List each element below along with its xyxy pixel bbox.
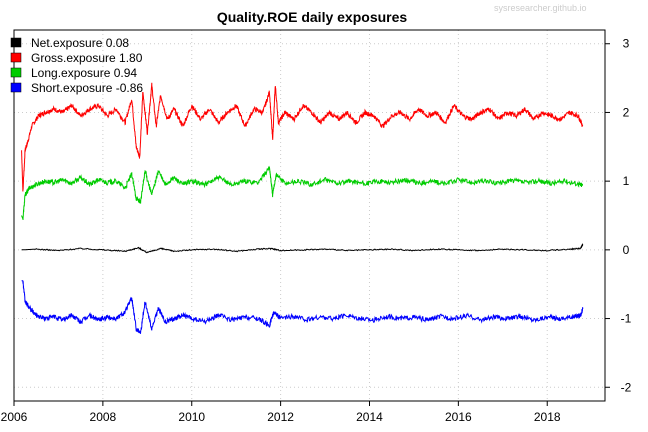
legend-swatch	[10, 37, 22, 48]
y-tick-label: 1	[623, 174, 630, 188]
x-tick-label: 2018	[534, 410, 561, 424]
x-tick-label: 2008	[90, 410, 117, 424]
x-tick-label: 2014	[356, 410, 383, 424]
legend-label: Gross.exposure 1.80	[31, 51, 143, 65]
legend-label: Short.exposure -0.86	[31, 81, 143, 95]
chart-title: Quality.ROE daily exposures	[217, 9, 408, 25]
x-axis: 2006 2008 2010 2012 2014 2016 2018	[1, 401, 561, 424]
series-line-short-exposure	[21, 280, 584, 334]
series-line-long-exposure	[21, 165, 584, 221]
y-tick-label: -2	[621, 380, 632, 394]
x-tick-label: 2012	[267, 410, 294, 424]
y-tick-label: -1	[621, 312, 632, 326]
y-axis: -2 -1 0 1 2 3	[605, 37, 632, 394]
series-line-net-exposure	[21, 243, 584, 254]
x-tick-label: 2006	[1, 410, 28, 424]
legend-swatch	[10, 52, 22, 63]
series-line-gross-exposure	[21, 82, 584, 192]
legend-label: Net.exposure 0.08	[31, 36, 129, 50]
legend-swatch	[10, 82, 22, 93]
x-tick-label: 2010	[178, 410, 205, 424]
y-tick-label: 2	[623, 105, 630, 119]
legend-label: Long.exposure 0.94	[31, 66, 137, 80]
plot-frame	[13, 29, 606, 402]
watermark: sysresearcher.github.io	[494, 3, 587, 13]
legend-swatch	[10, 67, 22, 78]
y-tick-label: 3	[623, 37, 630, 51]
y-tick-label: 0	[623, 243, 630, 257]
series-group	[21, 82, 584, 334]
x-tick-label: 2016	[445, 410, 472, 424]
